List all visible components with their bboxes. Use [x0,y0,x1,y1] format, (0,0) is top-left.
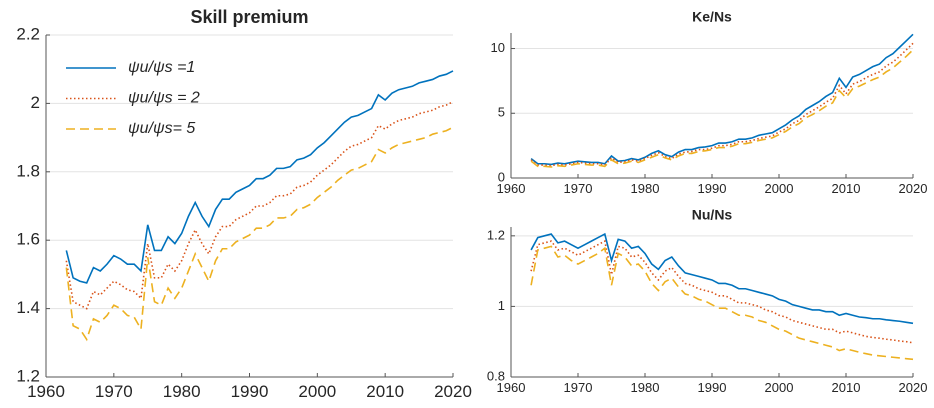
legend-label: ψu/ψs =1 [128,59,195,76]
y-tick-label: 0 [498,169,505,184]
chart-title: Nu/Ns [692,207,733,223]
y-tick-label: 1 [498,298,505,313]
series-line [530,245,914,361]
y-tick-label: 1.6 [16,230,40,249]
y-tick-label: 1.4 [16,298,40,317]
x-tick-label: 1990 [698,181,727,196]
legend-label: ψu/ψs= 5 [128,120,195,137]
series-line [65,126,454,342]
x-tick-label: 2020 [434,382,472,401]
series-line [65,100,454,310]
x-tick-label: 2010 [366,382,404,401]
chart-title: Ke/Ns [692,9,732,25]
x-tick-label: 1960 [497,380,526,395]
x-tick-label: 2000 [298,382,336,401]
x-tick-label: 2010 [832,380,861,395]
chart-title: Skill premium [190,7,308,27]
x-tick-label: 2010 [832,181,861,196]
y-tick-label: 10 [491,40,505,55]
series-line [530,232,914,325]
y-tick-label: 1.8 [16,161,40,180]
x-tick-label: 1970 [564,380,593,395]
x-tick-label: 1970 [564,181,593,196]
x-tick-label: 1980 [631,380,660,395]
x-tick-label: 1980 [163,382,201,401]
x-tick-label: 1990 [231,382,269,401]
x-tick-label: 1960 [497,181,526,196]
y-tick-label: 2 [31,93,40,112]
x-tick-label: 1980 [631,181,660,196]
x-tick-label: 2000 [765,181,794,196]
series-line [530,49,914,168]
y-tick-label: 1.2 [487,227,505,242]
legend-label: ψu/ψs = 2 [128,90,200,107]
y-tick-label: 0.8 [487,368,505,383]
x-tick-label: 2020 [899,380,928,395]
x-tick-label: 1990 [698,380,727,395]
y-tick-label: 2.2 [16,24,40,43]
series-line [65,70,454,284]
series-line [530,239,914,344]
y-tick-label: 1.2 [16,366,40,385]
series-line [530,33,914,166]
x-tick-label: 2000 [765,380,794,395]
y-tick-label: 5 [498,105,505,120]
x-tick-label: 1970 [95,382,133,401]
x-tick-label: 2020 [899,181,928,196]
x-tick-label: 1960 [27,382,65,401]
